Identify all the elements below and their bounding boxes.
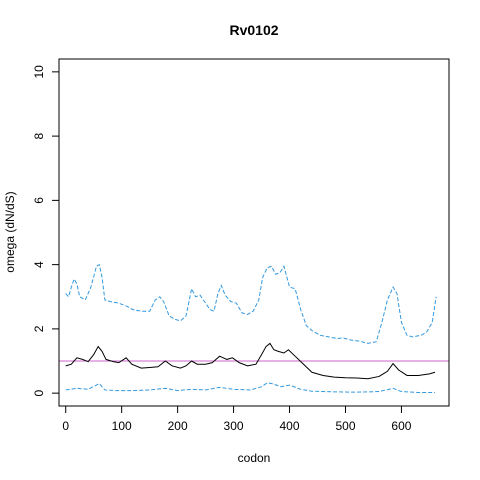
y-axis: 0 2 4 6 8 10	[32, 65, 60, 396]
y-tick-label: 10	[32, 65, 46, 79]
x-tick-label: 500	[335, 419, 355, 433]
y-tick-label: 2	[32, 325, 46, 332]
y-tick-label: 4	[32, 261, 46, 268]
y-tick-label: 0	[32, 389, 46, 396]
x-tick-label: 400	[280, 419, 300, 433]
plot-area	[59, 263, 449, 394]
x-axis-label: codon	[238, 451, 271, 465]
x-tick-label: 600	[391, 419, 411, 433]
y-axis-label: omega (dN/dS)	[3, 191, 17, 272]
x-tick-label: 200	[168, 419, 188, 433]
y-tick-label: 8	[32, 132, 46, 139]
x-tick-label: 300	[224, 419, 244, 433]
y-tick-label: 6	[32, 197, 46, 204]
x-axis: 0 100 200 300 400 500 600	[62, 405, 412, 433]
series-line-1	[65, 342, 436, 380]
series-line-3	[65, 382, 436, 394]
x-tick-label: 0	[62, 419, 69, 433]
x-tick-label: 100	[112, 419, 132, 433]
chart-title: Rv0102	[229, 22, 278, 38]
